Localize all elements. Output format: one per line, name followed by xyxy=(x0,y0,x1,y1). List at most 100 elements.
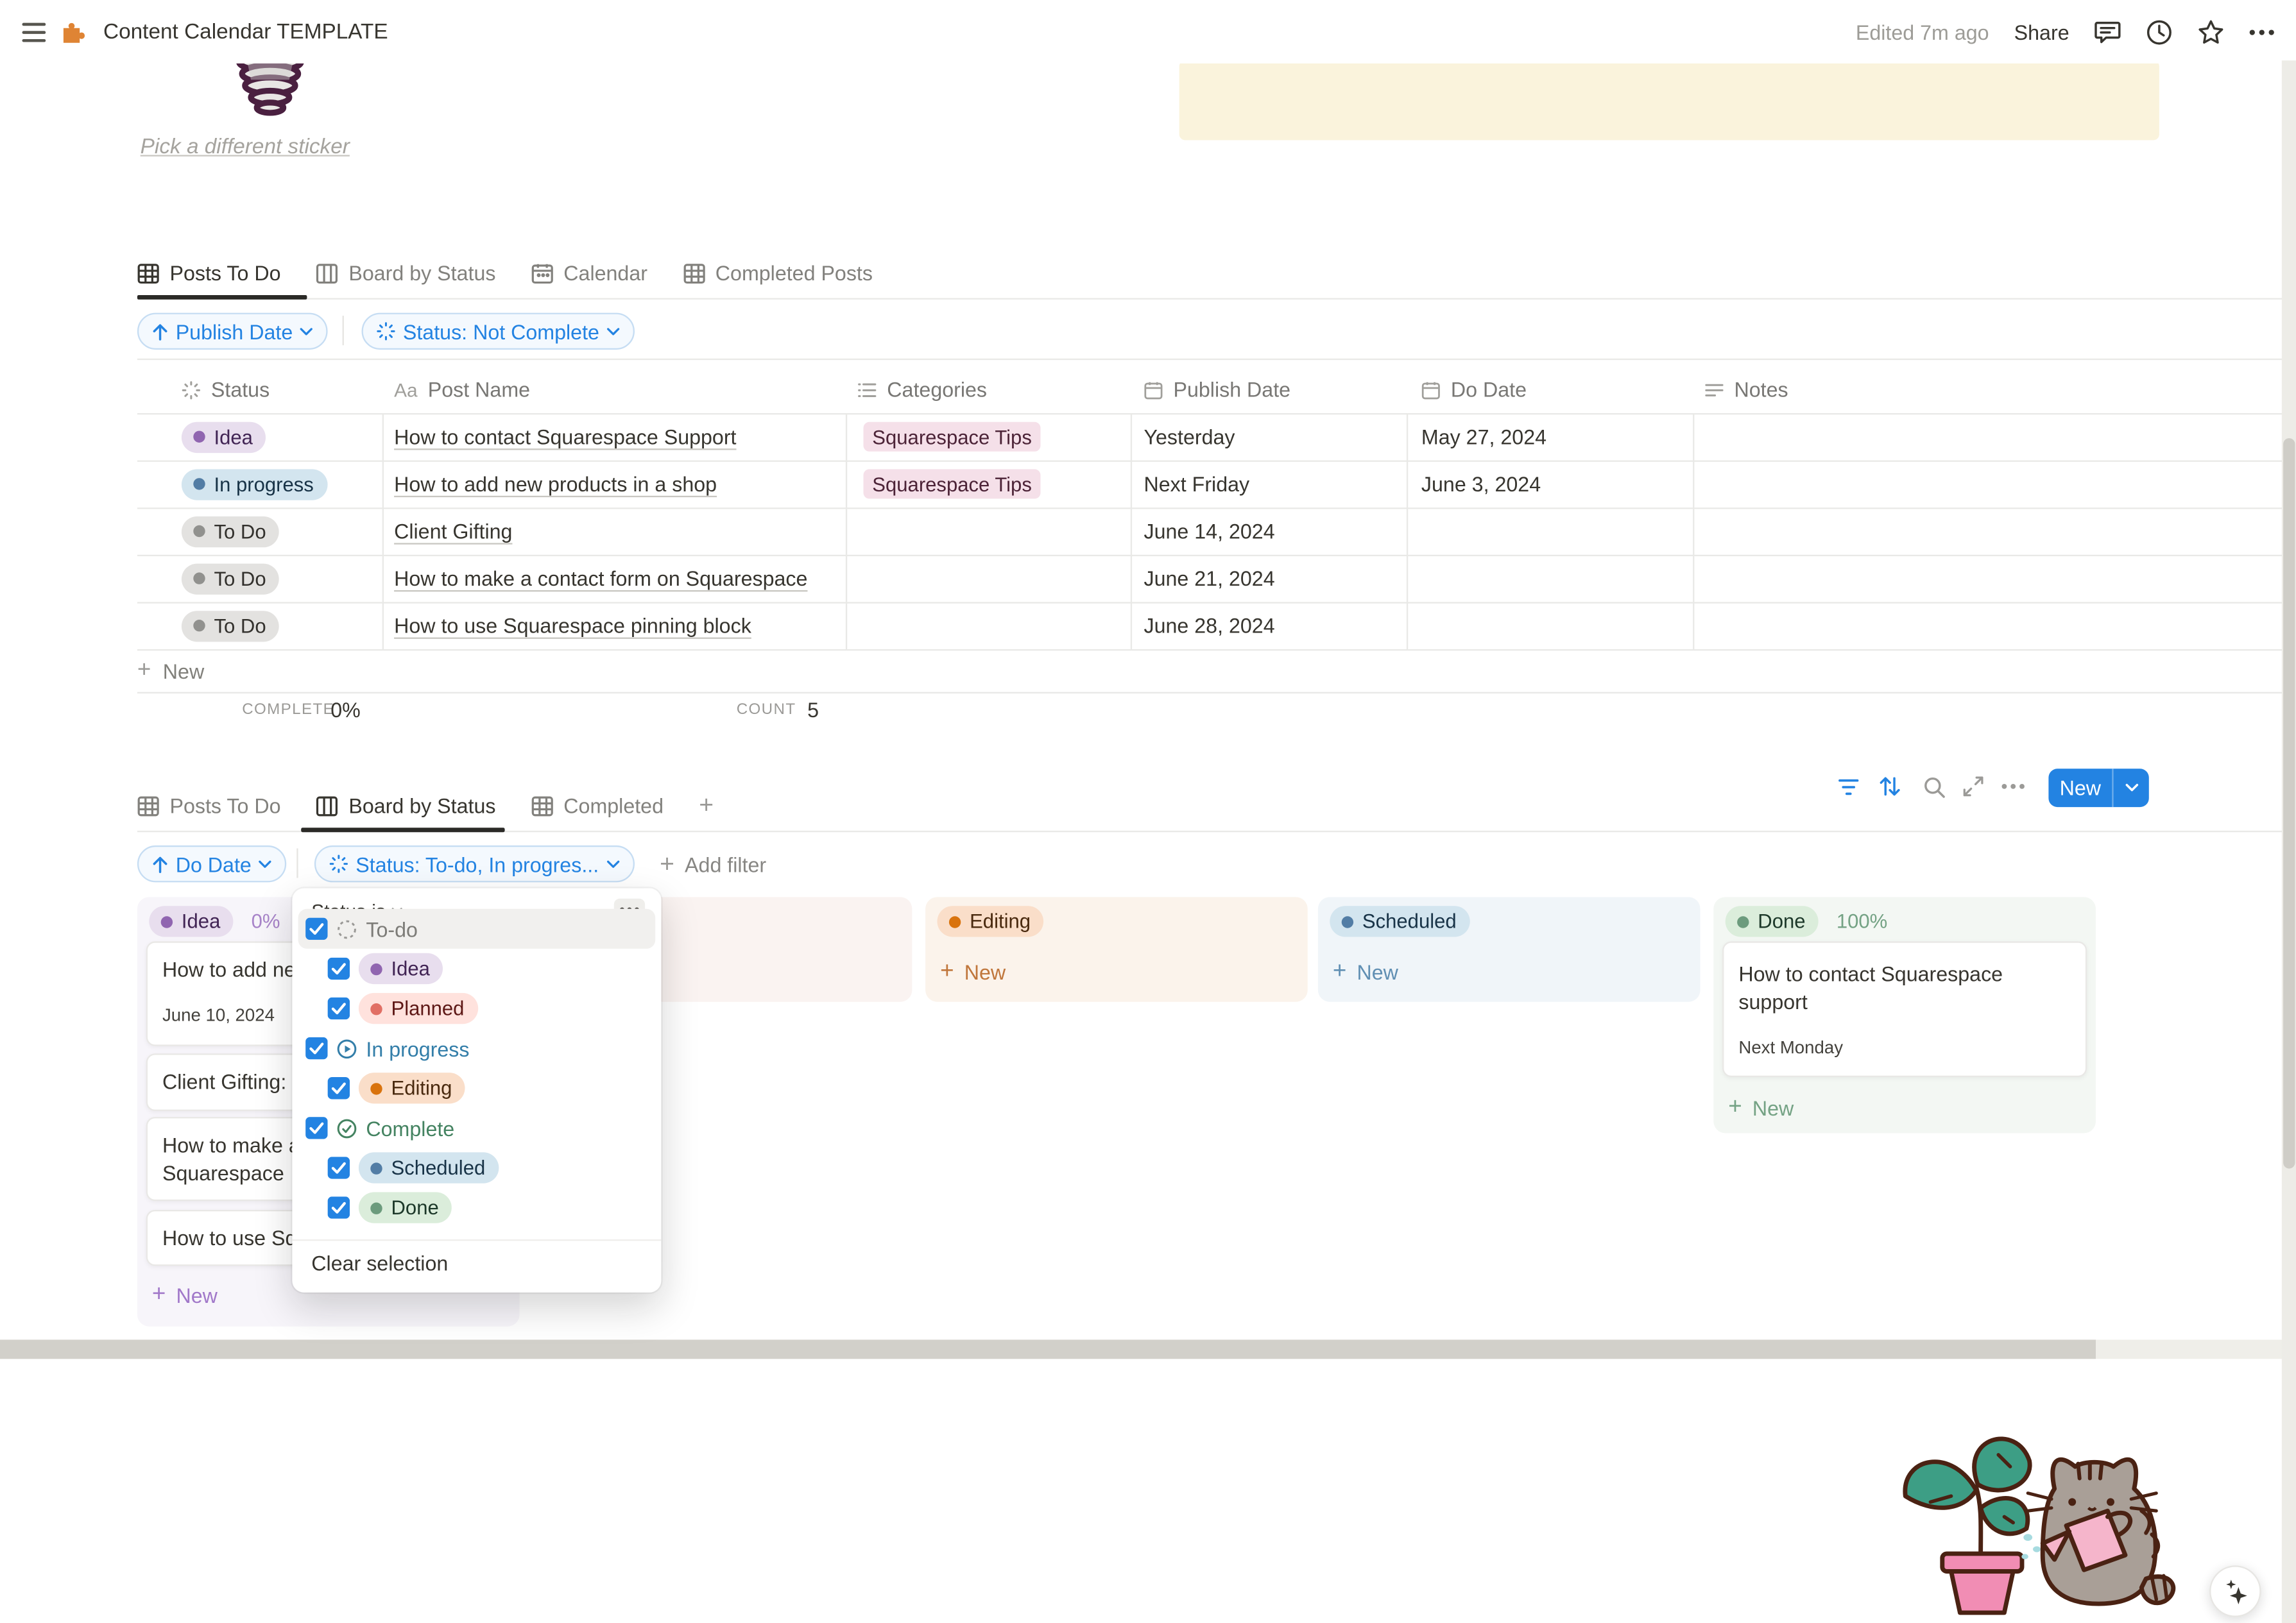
board-new-button[interactable]: + New xyxy=(940,959,1006,985)
checkbox-checked-icon[interactable] xyxy=(305,1117,328,1139)
tab-board-by-status[interactable]: Board by Status xyxy=(316,794,495,817)
expand-icon[interactable] xyxy=(1957,770,1990,803)
menu-option-idea[interactable]: Idea xyxy=(298,949,656,989)
tab-posts-to-do[interactable]: Posts To Do xyxy=(137,261,281,285)
post-name-cell[interactable]: How to use Squarespace pinning block xyxy=(394,602,751,649)
post-link[interactable]: Client Gifting xyxy=(394,519,513,543)
post-name-cell[interactable]: Client Gifting xyxy=(394,507,512,555)
post-link[interactable]: How to contact Squarespace Support xyxy=(394,425,737,449)
publish-date-cell[interactable]: June 14, 2024 xyxy=(1144,507,1275,555)
checkbox-checked-icon[interactable] xyxy=(305,917,328,940)
publish-date: June 28, 2024 xyxy=(1144,613,1275,638)
tab-calendar[interactable]: Calendar xyxy=(531,261,647,285)
post-link[interactable]: How to make a contact form on Squarespac… xyxy=(394,566,808,590)
favorite-star-icon[interactable] xyxy=(2198,19,2224,45)
status-cell[interactable]: In progress xyxy=(181,461,327,508)
column-header-post-name[interactable]: Aa Post Name xyxy=(394,366,530,413)
sort-chip-publish-date[interactable]: Publish Date xyxy=(137,312,329,350)
checkbox-checked-icon[interactable] xyxy=(327,1196,350,1219)
complete-aggregate-value[interactable]: 0% xyxy=(330,697,361,722)
status-cell[interactable]: To Do xyxy=(181,602,280,649)
do-date-cell[interactable]: May 27, 2024 xyxy=(1421,413,1546,461)
more-options-icon[interactable] xyxy=(2249,29,2274,35)
menu-option-editing[interactable]: Editing xyxy=(298,1068,656,1108)
ai-sparkle-button[interactable] xyxy=(2209,1565,2261,1617)
count-aggregate-label[interactable]: COUNT xyxy=(736,701,796,719)
publish-date-cell[interactable]: Yesterday xyxy=(1144,413,1235,461)
tabs-divider xyxy=(137,830,2285,833)
column-divider xyxy=(382,413,384,649)
post-name-cell[interactable]: How to make a contact form on Squarespac… xyxy=(394,555,807,602)
status-cell[interactable]: To Do xyxy=(181,507,280,555)
pick-sticker-button[interactable]: Pick a different sticker xyxy=(140,135,350,160)
table-row[interactable]: To Do Client Gifting June 14, 2024 xyxy=(137,507,2285,555)
menu-option-complete[interactable]: Complete xyxy=(298,1108,656,1148)
add-filter-button[interactable]: + Add filter xyxy=(660,845,766,883)
publish-date-cell[interactable]: June 21, 2024 xyxy=(1144,555,1275,602)
page-title[interactable]: Content Calendar TEMPLATE xyxy=(103,20,388,44)
board-new-button[interactable]: + New xyxy=(1728,1095,1794,1121)
post-name-cell[interactable]: How to add new products in a shop xyxy=(394,461,717,508)
checkbox-checked-icon[interactable] xyxy=(327,1077,350,1100)
more-options-icon[interactable] xyxy=(1997,770,2030,803)
post-link[interactable]: How to use Squarespace pinning block xyxy=(394,613,751,638)
new-button[interactable]: New xyxy=(2048,769,2149,808)
column-status-tag[interactable]: Idea xyxy=(149,906,234,937)
column-status-tag[interactable]: Done xyxy=(1725,906,1819,937)
table-row[interactable]: To Do How to use Squarespace pinning blo… xyxy=(137,602,2285,649)
sidebar-menu-icon[interactable] xyxy=(22,21,46,42)
column-header-status[interactable]: Status xyxy=(182,366,270,413)
column-header-do-date[interactable]: Do Date xyxy=(1421,366,1527,413)
categories-cell[interactable]: Squarespace Tips xyxy=(863,461,1041,508)
history-clock-icon[interactable] xyxy=(2146,19,2172,45)
tab-completed[interactable]: Completed xyxy=(531,794,664,817)
tab-completed-posts[interactable]: Completed Posts xyxy=(683,261,873,285)
post-link[interactable]: How to add new products in a shop xyxy=(394,472,717,496)
menu-option-scheduled[interactable]: Scheduled xyxy=(298,1148,656,1187)
complete-aggregate-label[interactable]: COMPLETE xyxy=(242,701,335,719)
add-view-button[interactable]: + xyxy=(699,791,714,820)
share-button[interactable]: Share xyxy=(2014,20,2069,44)
status-cell[interactable]: To Do xyxy=(181,555,280,602)
checkbox-checked-icon[interactable] xyxy=(305,1037,328,1060)
tab-posts-to-do[interactable]: Posts To Do xyxy=(137,794,281,817)
checkbox-checked-icon[interactable] xyxy=(327,1157,350,1179)
filter-chip-status[interactable]: Status: Not Complete xyxy=(361,312,635,350)
menu-option-to-do[interactable]: To-do xyxy=(298,908,656,949)
column-header-categories[interactable]: Categories xyxy=(857,366,987,413)
checkbox-checked-icon[interactable] xyxy=(327,957,350,980)
board-new-button[interactable]: + New xyxy=(1333,959,1398,985)
publish-date-cell[interactable]: June 28, 2024 xyxy=(1144,602,1275,649)
filter-toolbar-icon[interactable] xyxy=(1831,770,1864,803)
clear-selection-button[interactable]: Clear selection xyxy=(311,1251,449,1275)
menu-option-in-progress[interactable]: In progress xyxy=(298,1028,656,1068)
column-header-notes[interactable]: Notes xyxy=(1705,366,1788,413)
board-card[interactable]: How to contact Squarespace support Next … xyxy=(1722,941,2087,1077)
vertical-scrollbar-thumb[interactable] xyxy=(2283,438,2295,1169)
menu-option-done[interactable]: Done xyxy=(298,1188,656,1228)
checkbox-checked-icon[interactable] xyxy=(327,997,350,1020)
publish-date-cell[interactable]: Next Friday xyxy=(1144,461,1250,508)
horizontal-scrollbar-thumb[interactable] xyxy=(0,1339,2096,1359)
status-cell[interactable]: Idea xyxy=(181,413,266,461)
board-new-button[interactable]: + New xyxy=(152,1282,218,1309)
table-new-row-button[interactable]: + New xyxy=(137,649,204,692)
new-button-dropdown[interactable] xyxy=(2114,783,2149,792)
menu-option-planned[interactable]: Planned xyxy=(298,989,656,1028)
do-date-cell[interactable]: June 3, 2024 xyxy=(1421,461,1541,508)
tab-board-by-status[interactable]: Board by Status xyxy=(316,261,495,285)
sort-toolbar-icon[interactable] xyxy=(1873,770,1906,803)
table-row[interactable]: To Do How to make a contact form on Squa… xyxy=(137,555,2285,602)
categories-cell[interactable]: Squarespace Tips xyxy=(863,413,1041,461)
column-header-publish-date[interactable]: Publish Date xyxy=(1144,366,1290,413)
filter-chip-status-open[interactable]: Status: To-do, In progres... xyxy=(314,845,635,883)
table-row[interactable]: In progress How to add new products in a… xyxy=(137,461,2285,508)
post-name-cell[interactable]: How to contact Squarespace Support xyxy=(394,413,736,461)
search-icon[interactable] xyxy=(1917,770,1950,803)
sort-chip-do-date[interactable]: Do Date xyxy=(137,845,287,883)
column-status-tag[interactable]: Scheduled xyxy=(1330,906,1470,937)
count-aggregate-value[interactable]: 5 xyxy=(807,697,819,722)
comments-icon[interactable] xyxy=(2095,19,2121,44)
table-row[interactable]: Idea How to contact Squarespace Support … xyxy=(137,413,2285,461)
column-status-tag[interactable]: Editing xyxy=(937,906,1044,937)
